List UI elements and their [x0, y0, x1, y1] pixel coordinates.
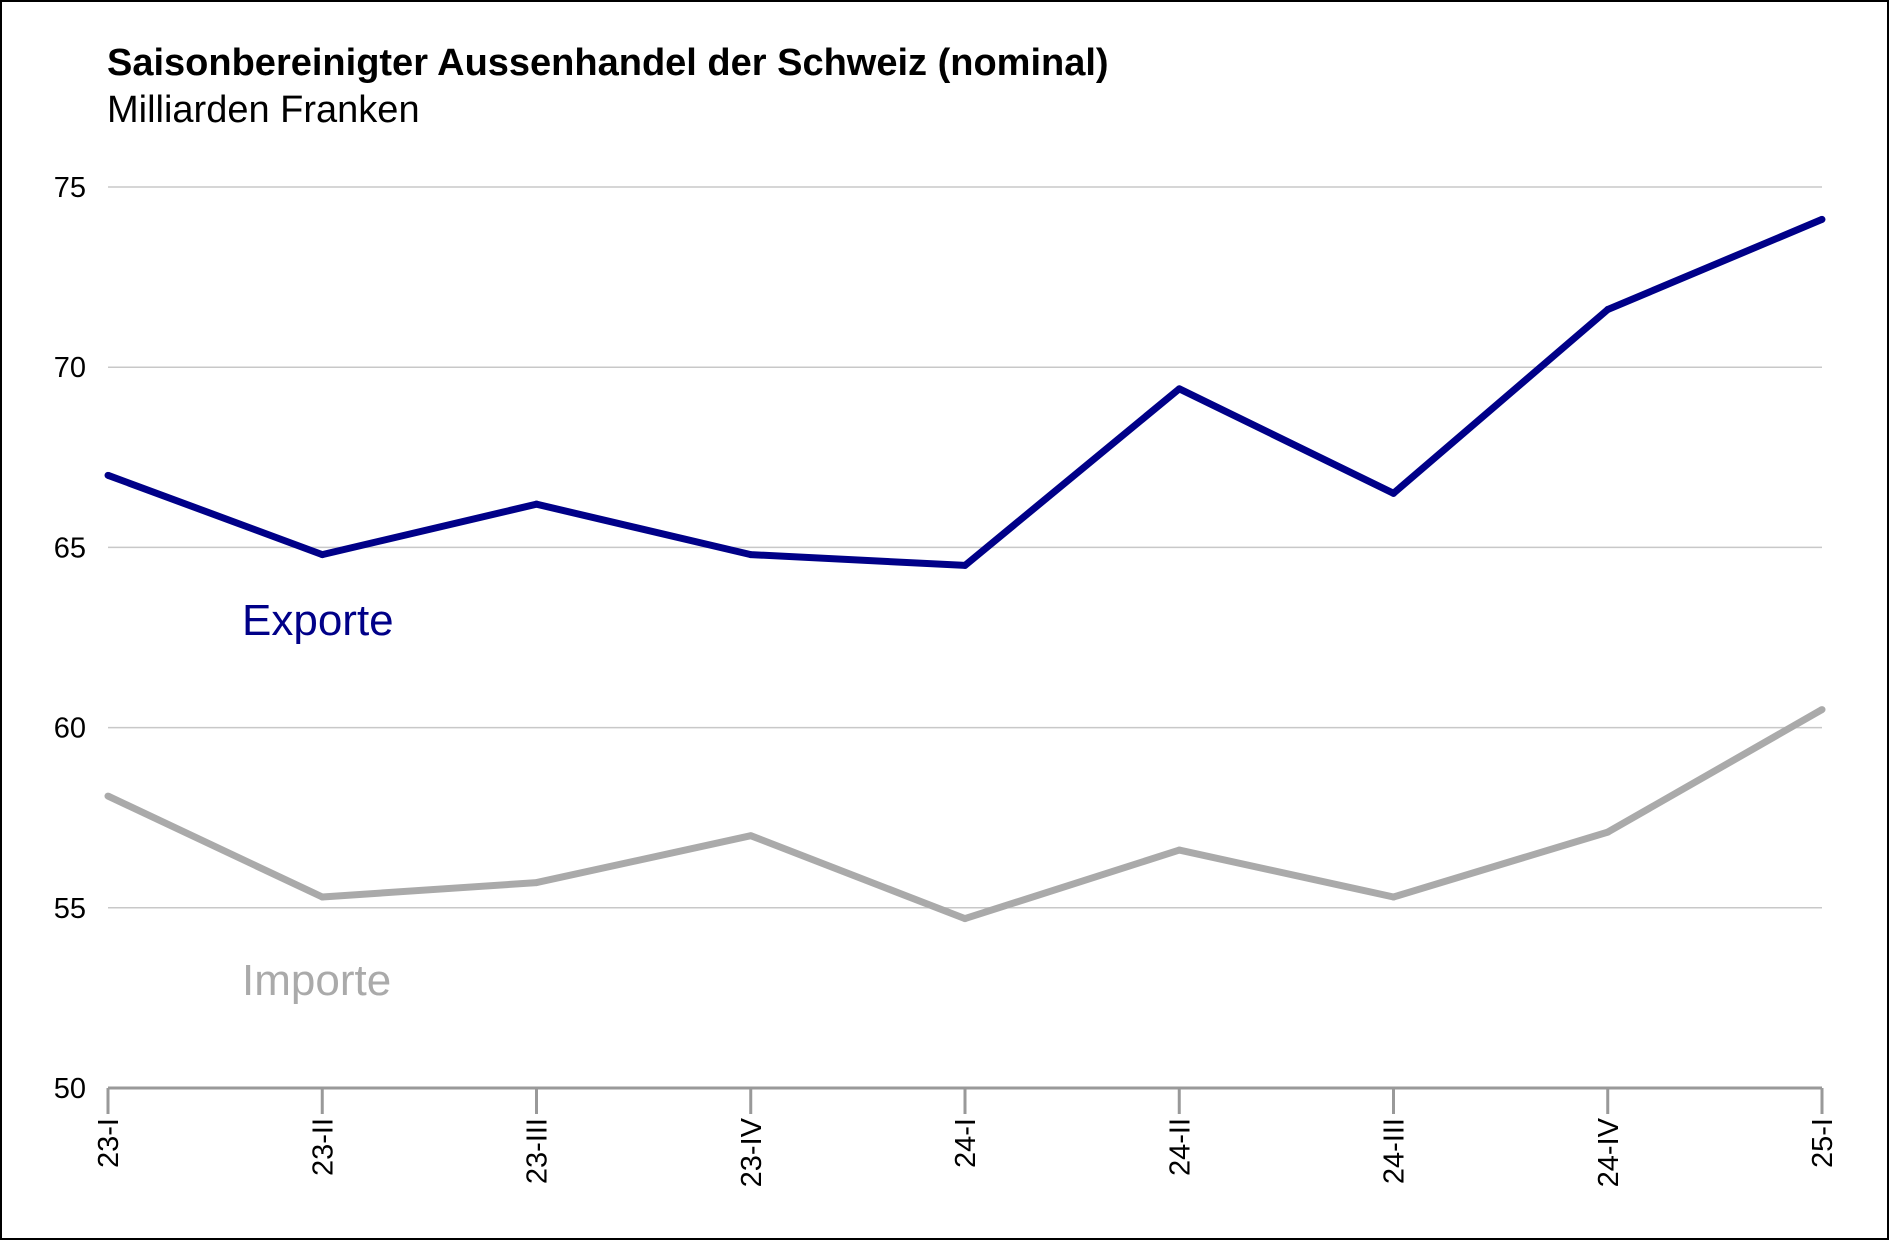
- data-point-exporte: [1390, 489, 1397, 497]
- data-point-importe: [747, 832, 755, 840]
- data-point-importe: [104, 792, 112, 800]
- x-tick-label: 23-I: [93, 1118, 125, 1168]
- data-point-exporte: [533, 500, 540, 508]
- y-tick-label: 55: [54, 893, 86, 925]
- data-point-importe: [1818, 706, 1826, 714]
- data-point-importe: [533, 879, 540, 887]
- grid-lines: [108, 186, 1822, 909]
- x-axis: 23-I 23-II 23-III 23-IV 24-I 24-II 24-III 24-IV…: [93, 1086, 1839, 1187]
- y-tick-label: 65: [54, 532, 86, 564]
- x-tick-label: 23-III: [522, 1118, 554, 1184]
- data-point-importe: [318, 893, 326, 901]
- x-tick-label: 24-II: [1164, 1118, 1196, 1176]
- data-point-exporte: [1604, 306, 1612, 314]
- data-point-importe: [961, 915, 969, 923]
- x-tick-label: 25-I: [1807, 1118, 1839, 1168]
- chart-subtitle: Milliarden Franken: [107, 89, 420, 131]
- series-line-exporte: [106, 216, 1824, 569]
- y-tick-label: 75: [54, 172, 86, 204]
- series-lines: [104, 215, 1826, 923]
- x-tick-label: 24-I: [950, 1118, 982, 1168]
- x-tick-label: 24-IV: [1593, 1117, 1625, 1187]
- y-tick-label: 70: [54, 352, 86, 384]
- x-tick-label: 23-IV: [736, 1117, 768, 1187]
- data-point-exporte: [1175, 385, 1183, 393]
- data-point-exporte: [318, 551, 326, 559]
- data-point-exporte: [961, 561, 969, 569]
- series-label-exporte: Exporte: [242, 596, 394, 645]
- data-point-exporte: [104, 471, 112, 479]
- series-labels: Exporte Importe: [242, 596, 394, 1005]
- series-label-importe: Importe: [242, 956, 391, 1005]
- data-point-importe: [1604, 828, 1612, 836]
- data-point-importe: [1175, 846, 1183, 854]
- series-line-importe: [106, 706, 1824, 923]
- x-tick-label: 24-III: [1379, 1118, 1411, 1184]
- data-point-exporte: [747, 551, 755, 559]
- chart-title: Saisonbereinigter Aussenhandel der Schwe…: [107, 42, 1109, 84]
- y-tick-label: 60: [54, 713, 86, 745]
- y-tick-label: 50: [54, 1073, 86, 1105]
- y-axis-ticks: 50 55 60 65 70 75: [54, 172, 86, 1105]
- data-point-exporte: [1818, 215, 1826, 223]
- data-point-importe: [1390, 893, 1397, 901]
- x-tick-label: 23-II: [307, 1118, 339, 1176]
